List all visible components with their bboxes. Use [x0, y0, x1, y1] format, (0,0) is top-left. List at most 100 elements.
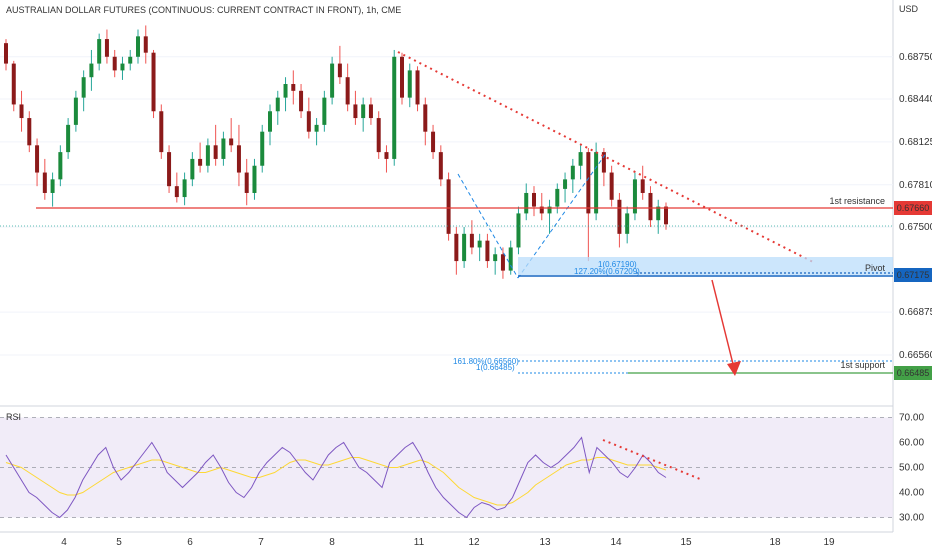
candle-body — [353, 104, 358, 119]
x-tick-label: 18 — [769, 537, 781, 548]
x-tick-label: 12 — [468, 537, 480, 548]
rsi-layer: 70.00 60.00 50.00 40.00 30.00 — [0, 413, 924, 524]
candle-body — [205, 145, 210, 166]
rsi-line — [5, 436, 667, 519]
candle-body — [539, 206, 544, 214]
candle-body — [664, 206, 668, 225]
pivot-name: Pivot — [865, 263, 886, 273]
candle-body — [283, 84, 288, 98]
x-tick-label: 8 — [329, 537, 335, 548]
x-tick-label: 4 — [61, 537, 67, 548]
candle-body — [35, 145, 40, 173]
candle-body — [4, 43, 8, 64]
candle-body — [19, 104, 24, 119]
y-tick-label: 0.67500 — [899, 222, 932, 233]
candle-body — [73, 97, 78, 125]
candle-body — [104, 39, 109, 57]
candle-body — [11, 63, 16, 105]
candle-body — [190, 158, 195, 180]
candle-body — [120, 63, 125, 71]
candle-body — [376, 118, 381, 153]
candle-body — [136, 36, 140, 57]
candle-body — [81, 77, 86, 98]
candle-body — [27, 118, 32, 146]
x-tick-label: 15 — [680, 537, 692, 548]
fib-label-support-b: 1(0.66485) — [476, 363, 515, 372]
grid-layer — [0, 56, 893, 356]
candle-body — [438, 152, 443, 180]
candle-body — [648, 192, 653, 221]
candle-body — [415, 70, 420, 105]
candle-body — [625, 213, 630, 234]
projection-arrow-shaft — [711, 279, 736, 373]
candle-body — [275, 97, 280, 112]
candle-body — [609, 172, 614, 200]
candle-body — [97, 39, 102, 64]
candle-body — [392, 56, 397, 159]
candle-body — [423, 104, 428, 132]
rsi-tick-label: 50.00 — [899, 463, 924, 474]
rsi-label: RSI — [6, 412, 21, 422]
y-tick-label: 0.68750 — [899, 52, 932, 63]
rsi-tick-label: 40.00 — [899, 488, 924, 499]
price-pane — [0, 0, 893, 405]
candle-body — [361, 104, 366, 119]
candle-body — [42, 172, 47, 193]
candle-body — [508, 247, 513, 271]
candle-body — [268, 111, 272, 132]
candle-body — [182, 179, 187, 198]
resistance-name: 1st resistance — [829, 196, 885, 206]
projection-arrow-head — [727, 361, 741, 376]
candle-body — [570, 165, 575, 180]
y-tick-label: 0.66560 — [899, 350, 932, 361]
candle-body — [337, 63, 342, 78]
candle-body — [345, 77, 350, 105]
candle-body — [213, 145, 218, 159]
candle-body — [143, 36, 148, 53]
candle-body — [617, 199, 622, 234]
candle-body — [485, 240, 490, 262]
rsi-band — [0, 417, 893, 518]
candle-body — [594, 152, 599, 214]
y-tick-label: 0.66875 — [899, 307, 932, 318]
candle-body — [656, 206, 661, 221]
rsi-tick-label: 30.00 — [899, 513, 924, 524]
candle-body — [462, 233, 467, 262]
svg-text:0.67175: 0.67175 — [897, 270, 930, 280]
candle-body — [555, 188, 560, 207]
candle-body — [322, 97, 327, 125]
resistance-price-tag: 0.67660 — [894, 201, 932, 215]
candle-body — [89, 63, 94, 78]
candle-body — [500, 254, 505, 271]
candle-body — [314, 124, 319, 132]
candle-body — [601, 152, 606, 173]
candle-body — [159, 111, 164, 153]
fib-label-pivot-a: 1(0.67190) — [598, 260, 637, 269]
candle-body — [516, 213, 521, 248]
candle-body — [229, 138, 234, 146]
candle-body — [563, 179, 568, 189]
y-axis-labels: 0.68750 0.68440 0.68125 0.67810 0.67500 0.668… — [899, 52, 932, 361]
chart-title: AUSTRALIAN DOLLAR FUTURES (CONTINUOUS: C… — [6, 5, 401, 15]
candle-body — [236, 145, 241, 173]
candle-body — [493, 254, 498, 262]
candle-body — [431, 131, 436, 153]
candle-body — [407, 70, 412, 98]
x-tick-label: 19 — [823, 537, 835, 548]
y-tick-label: 0.68440 — [899, 94, 932, 105]
x-tick-label: 11 — [414, 537, 425, 548]
candle-body — [167, 152, 172, 187]
candle-body — [632, 179, 637, 214]
candle-body — [384, 152, 389, 159]
candle-body — [221, 138, 226, 159]
candle-body — [306, 111, 311, 132]
candle-body — [578, 152, 583, 166]
y-tick-label: 0.67810 — [899, 180, 932, 191]
candle-body — [66, 124, 71, 153]
svg-text:0.66485: 0.66485 — [897, 368, 930, 378]
candle-body — [640, 179, 645, 193]
x-tick-label: 6 — [187, 537, 193, 548]
candle-body — [586, 152, 591, 214]
